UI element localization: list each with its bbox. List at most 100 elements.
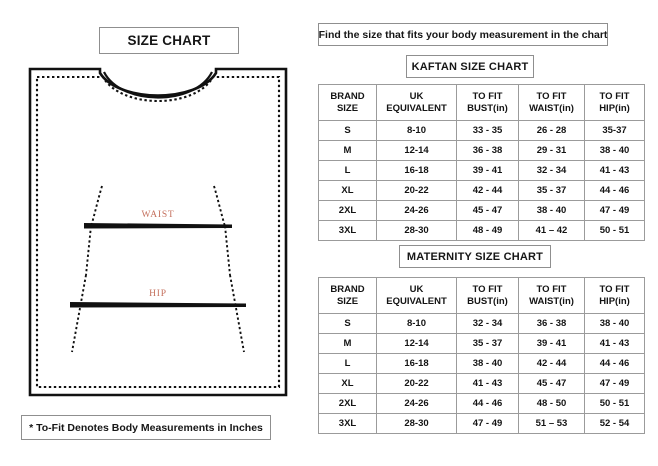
cell-brand-size: L — [318, 353, 377, 374]
column-header-bust: TO FIT BUST(in) — [456, 277, 519, 314]
garment-inner-dashed-outline — [35, 75, 281, 389]
table-header-row: BRAND SIZE UK EQUIVALENT TO FIT BUST(in)… — [318, 84, 645, 121]
cell-brand-size: 3XL — [318, 413, 377, 434]
instruction-banner-label: Find the size that fits your body measur… — [318, 28, 608, 41]
cell-hip: 38 - 40 — [584, 140, 645, 161]
cell-waist: 39 - 41 — [518, 333, 585, 354]
garment-outer-outline — [28, 67, 288, 397]
table-row: 3XL 28-30 48 - 49 41 – 42 50 - 51 — [318, 220, 645, 241]
table-row: M 12-14 35 - 37 39 - 41 41 - 43 — [318, 333, 645, 354]
cell-bust: 35 - 37 — [456, 333, 519, 354]
cell-brand-size: M — [318, 333, 377, 354]
waist-measure-line — [84, 223, 232, 229]
column-header-line1: TO FIT — [472, 283, 503, 295]
cell-waist: 51 – 53 — [518, 413, 585, 434]
table-row: L 16-18 39 - 41 32 - 34 41 - 43 — [318, 160, 645, 181]
column-header-bust: TO FIT BUST(in) — [456, 84, 519, 121]
cell-waist: 35 - 37 — [518, 180, 585, 201]
cell-bust: 41 - 43 — [456, 373, 519, 394]
cell-waist: 26 - 28 — [518, 120, 585, 141]
cell-waist: 41 – 42 — [518, 220, 585, 241]
page-title-label: SIZE CHART — [127, 33, 211, 48]
cell-bust: 44 - 46 — [456, 393, 519, 414]
cell-bust: 45 - 47 — [456, 200, 519, 221]
table-row: 3XL 28-30 47 - 49 51 – 53 52 - 54 — [318, 413, 645, 434]
body-silhouette-left-waistline — [85, 225, 92, 276]
cell-hip: 52 - 54 — [584, 413, 645, 434]
column-header-line2: BUST(in) — [467, 102, 508, 114]
cell-bust: 32 - 34 — [456, 313, 519, 334]
cell-bust: 39 - 41 — [456, 160, 519, 181]
column-header-line1: UK — [409, 90, 424, 102]
page-title: SIZE CHART — [99, 27, 239, 54]
column-header-line2: EQUIVALENT — [386, 295, 447, 307]
column-header-line1: BRAND — [330, 90, 365, 102]
column-header-line1: TO FIT — [536, 283, 567, 295]
maternity-chart-title-label: MATERNITY SIZE CHART — [406, 250, 544, 263]
cell-bust: 33 - 35 — [456, 120, 519, 141]
hip-measure-line — [70, 302, 246, 308]
cell-brand-size: 3XL — [318, 220, 377, 241]
cell-uk-equivalent: 28-30 — [376, 220, 457, 241]
instruction-banner: Find the size that fits your body measur… — [318, 23, 608, 46]
maternity-chart-title: MATERNITY SIZE CHART — [399, 245, 551, 268]
body-silhouette-left-lower — [71, 274, 87, 353]
cell-hip: 44 - 46 — [584, 353, 645, 374]
cell-waist: 29 - 31 — [518, 140, 585, 161]
column-header-brand-size: BRAND SIZE — [318, 277, 377, 314]
cell-uk-equivalent: 24-26 — [376, 200, 457, 221]
kaftan-chart-title: KAFTAN SIZE CHART — [406, 55, 534, 78]
cell-uk-equivalent: 8-10 — [376, 120, 457, 141]
table-row: 2XL 24-26 44 - 46 48 - 50 50 - 51 — [318, 393, 645, 414]
column-header-hip: TO FIT HIP(in) — [584, 84, 645, 121]
table-row: S 8-10 33 - 35 26 - 28 35-37 — [318, 120, 645, 141]
cell-brand-size: XL — [318, 373, 377, 394]
cell-bust: 36 - 38 — [456, 140, 519, 161]
waist-label: WAIST — [141, 210, 174, 220]
column-header-brand-size: BRAND SIZE — [318, 84, 377, 121]
column-header-line2: BUST(in) — [467, 295, 508, 307]
cell-bust: 47 - 49 — [456, 413, 519, 434]
body-silhouette-right-waistline — [224, 225, 231, 276]
cell-hip: 50 - 51 — [584, 220, 645, 241]
cell-uk-equivalent: 12-14 — [376, 140, 457, 161]
cell-brand-size: XL — [318, 180, 377, 201]
footnote: * To-Fit Denotes Body Measurements in In… — [21, 415, 271, 440]
cell-waist: 32 - 34 — [518, 160, 585, 181]
table-row: L 16-18 38 - 40 42 - 44 44 - 46 — [318, 353, 645, 374]
column-header-line1: UK — [409, 283, 424, 295]
cell-waist: 38 - 40 — [518, 200, 585, 221]
cell-brand-size: 2XL — [318, 200, 377, 221]
column-header-waist: TO FIT WAIST(in) — [518, 277, 585, 314]
column-header-uk-equivalent: UK EQUIVALENT — [376, 277, 457, 314]
column-header-line2: WAIST(in) — [529, 295, 574, 307]
cell-hip: 47 - 49 — [584, 373, 645, 394]
column-header-line2: WAIST(in) — [529, 102, 574, 114]
table-row: 2XL 24-26 45 - 47 38 - 40 47 - 49 — [318, 200, 645, 221]
cell-hip: 47 - 49 — [584, 200, 645, 221]
column-header-line2: SIZE — [336, 295, 359, 307]
cell-uk-equivalent: 12-14 — [376, 333, 457, 354]
column-header-line2: SIZE — [336, 102, 359, 114]
table-row: M 12-14 36 - 38 29 - 31 38 - 40 — [318, 140, 645, 161]
cell-waist: 48 - 50 — [518, 393, 585, 414]
column-header-line1: TO FIT — [599, 283, 630, 295]
maternity-size-table: BRAND SIZE UK EQUIVALENT TO FIT BUST(in)… — [318, 277, 645, 434]
cell-waist: 42 - 44 — [518, 353, 585, 374]
cell-hip: 35-37 — [584, 120, 645, 141]
cell-uk-equivalent: 28-30 — [376, 413, 457, 434]
garment-illustration: WAIST HIP — [28, 67, 288, 397]
cell-bust: 38 - 40 — [456, 353, 519, 374]
cell-brand-size: S — [318, 120, 377, 141]
cell-uk-equivalent: 20-22 — [376, 373, 457, 394]
cell-hip: 38 - 40 — [584, 313, 645, 334]
column-header-uk-equivalent: UK EQUIVALENT — [376, 84, 457, 121]
column-header-line2: EQUIVALENT — [386, 102, 447, 114]
neckline-curve — [103, 71, 213, 99]
cell-brand-size: L — [318, 160, 377, 181]
cell-bust: 48 - 49 — [456, 220, 519, 241]
body-silhouette-right-lower — [229, 274, 245, 353]
cell-brand-size: M — [318, 140, 377, 161]
cell-waist: 45 - 47 — [518, 373, 585, 394]
column-header-line2: HIP(in) — [599, 102, 630, 114]
